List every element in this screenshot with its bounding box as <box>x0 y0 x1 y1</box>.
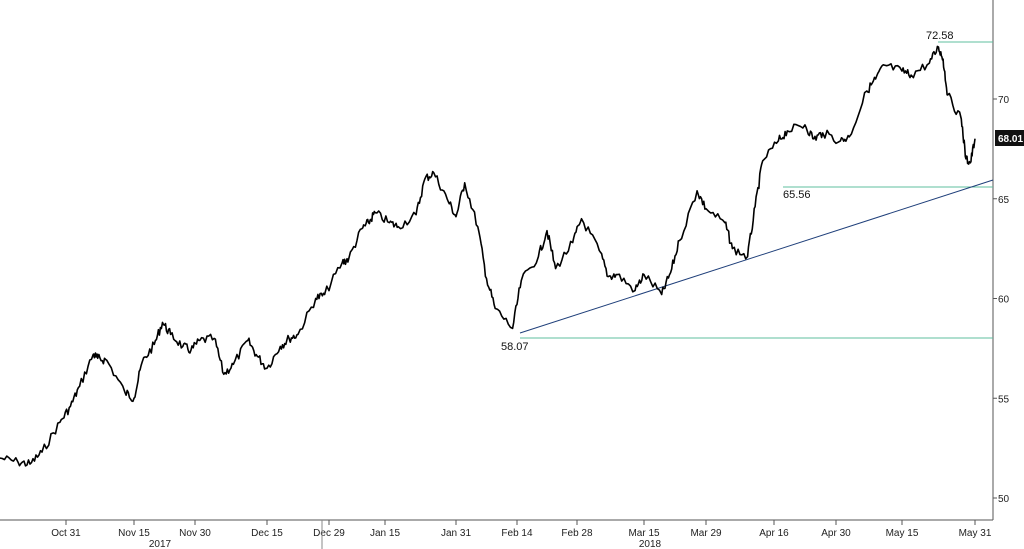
support-annotation: 65.56 <box>783 189 811 201</box>
x-tick-label: Apr 30 <box>821 528 851 539</box>
x-tick-label: May 31 <box>959 528 992 539</box>
x-tick-label: Jan 31 <box>441 528 471 539</box>
x-tick-label: May 15 <box>886 528 919 539</box>
x-tick-label: Feb 28 <box>561 528 593 539</box>
x-tick-label: Mar 29 <box>690 528 722 539</box>
y-tick-label: 70 <box>998 95 1010 106</box>
x-tick-label: Feb 14 <box>501 528 533 539</box>
price-series-line <box>0 45 976 467</box>
last-value-label: 68.01 <box>998 134 1023 145</box>
annotations: 72.58 65.56 58.07 <box>501 30 954 353</box>
high-annotation: 72.58 <box>926 30 954 42</box>
x-tick-label: Dec 15 <box>251 528 283 539</box>
trend-line <box>519 179 994 334</box>
last-value-tag: 68.01 <box>995 130 1024 146</box>
y-axis: 50 55 60 65 70 <box>992 0 1010 520</box>
y-tick-label: 50 <box>998 494 1010 505</box>
y-tick-label: 60 <box>998 295 1010 306</box>
year-label-2017: 2017 <box>149 539 172 549</box>
y-tick-label: 55 <box>998 394 1010 405</box>
x-tick-label: Oct 31 <box>51 528 81 539</box>
x-tick-label: Mar 15 <box>628 528 660 539</box>
level-lines <box>520 41 993 339</box>
year-label-2018: 2018 <box>639 539 662 549</box>
x-axis: Oct 31 Nov 15 Nov 30 Dec 15 Dec 29 Jan 15 Jan … <box>0 519 993 549</box>
y-tick-label: 65 <box>998 195 1010 206</box>
last-value-badge <box>995 130 1024 146</box>
x-tick-label: Nov 30 <box>179 528 211 539</box>
x-tick-label: Dec 29 <box>313 528 345 539</box>
low-annotation: 58.07 <box>501 341 529 353</box>
x-tick-label: Jan 15 <box>370 528 400 539</box>
x-tick-label: Nov 15 <box>118 528 150 539</box>
x-tick-label: Apr 16 <box>759 528 789 539</box>
